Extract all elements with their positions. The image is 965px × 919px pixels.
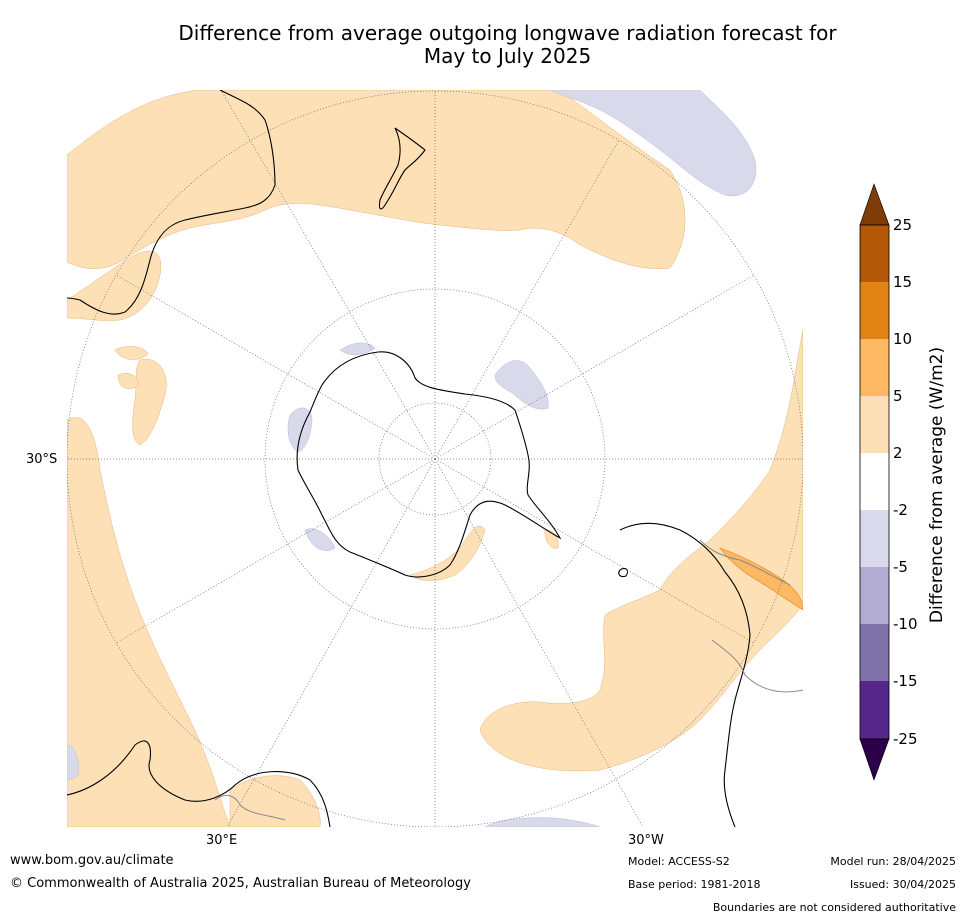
anomaly-region-south-america (479, 329, 803, 772)
anomaly-region-patch-b (117, 372, 139, 389)
australia-coast (67, 90, 276, 315)
colorbar-tick-m10: -10 (893, 615, 918, 633)
colorbar (859, 183, 890, 781)
colorbar-tick-m5: -5 (893, 558, 908, 576)
colorbar-arrow-bottom (859, 738, 890, 781)
anomaly-region-southern-africa (229, 775, 321, 827)
anomaly-region-indian-ocean (67, 417, 231, 827)
latitude-circle-60s (264, 288, 606, 630)
colorbar-tick-10: 10 (893, 330, 913, 348)
footer-disclaimer: Boundaries are not considered authoritat… (712, 901, 956, 914)
colorbar-segment-10-15 (860, 282, 889, 339)
colorbar-axis-title: Difference from average (W/m2) (927, 346, 947, 624)
colorbar-tick-15: 15 (893, 273, 913, 291)
country-boundaries (214, 539, 803, 821)
colorbar-segment-m15-m10 (860, 624, 889, 681)
colorbar-segment-5-10 (860, 339, 889, 396)
negative-region-pacific (549, 90, 757, 197)
south-africa-coast (67, 740, 331, 827)
meridians (67, 90, 803, 827)
title-line-2: May to July 2025 (423, 44, 592, 68)
anomaly-region-mid-indian (132, 358, 167, 446)
anomaly-region-weddell (544, 529, 559, 549)
longitude-label-30e: 30°E (206, 833, 238, 848)
footer-model: Model: ACCESS-S2 (628, 855, 730, 868)
footer-website-link[interactable]: www.bom.gov.au/climate (10, 853, 174, 868)
colorbar-segment-m25-m15 (860, 681, 889, 739)
south-america-coast (619, 522, 751, 827)
footer-model-run: Model run: 28/04/2025 (830, 855, 956, 868)
colorbar-segment-15-25 (860, 225, 889, 282)
coastlines (67, 90, 751, 827)
footer-copyright: © Commonwealth of Australia 2025, Austra… (10, 876, 471, 891)
negative-region-bottom (484, 817, 601, 827)
title-line-1: Difference from average outgoing longwav… (178, 21, 837, 45)
footer-issued: Issued: 30/04/2025 (849, 878, 956, 891)
colorbar-arrow-top (859, 183, 890, 226)
anomaly-region-andes-high (719, 547, 803, 611)
anomaly-region-west-australia (67, 250, 162, 321)
anomaly-region-antarctic-peninsula (409, 525, 486, 581)
footer-base-period: Base period: 1981-2018 (628, 878, 761, 891)
map-area (67, 90, 803, 827)
colorbar-segment-m5-m2 (860, 510, 889, 567)
latitude-label-30s: 30°S (26, 452, 58, 467)
new-zealand-coast (378, 127, 426, 210)
anomaly-region-patch-a (114, 346, 149, 360)
anomaly-region-tasman (67, 90, 686, 269)
colorbar-tick-m15: -15 (893, 672, 918, 690)
colorbar-tick-25: 25 (893, 216, 913, 234)
colorbar-tick-2: 2 (893, 444, 903, 462)
negative-region-corner (67, 744, 79, 781)
colorbar-tick-m2: -2 (893, 501, 908, 519)
tierra-del-fuego (618, 567, 628, 578)
chart-title: Difference from average outgoing longwav… (100, 22, 915, 68)
negative-region-southwest (304, 528, 336, 551)
negative-region-ross-sea (494, 360, 549, 410)
colorbar-tick-m25: -25 (893, 730, 918, 748)
colorbar-segment-neutral (860, 453, 889, 510)
colorbar-segment-2-5 (860, 396, 889, 453)
longitude-label-30w: 30°W (628, 833, 664, 848)
colorbar-outline (859, 224, 890, 740)
negative-region-coast (339, 342, 376, 355)
colorbar-tick-5: 5 (893, 387, 903, 405)
latitude-circle-75s (378, 402, 492, 516)
graticule (67, 90, 803, 827)
antarctica-coast (296, 351, 562, 578)
colorbar-segment-m10-m5 (860, 567, 889, 624)
